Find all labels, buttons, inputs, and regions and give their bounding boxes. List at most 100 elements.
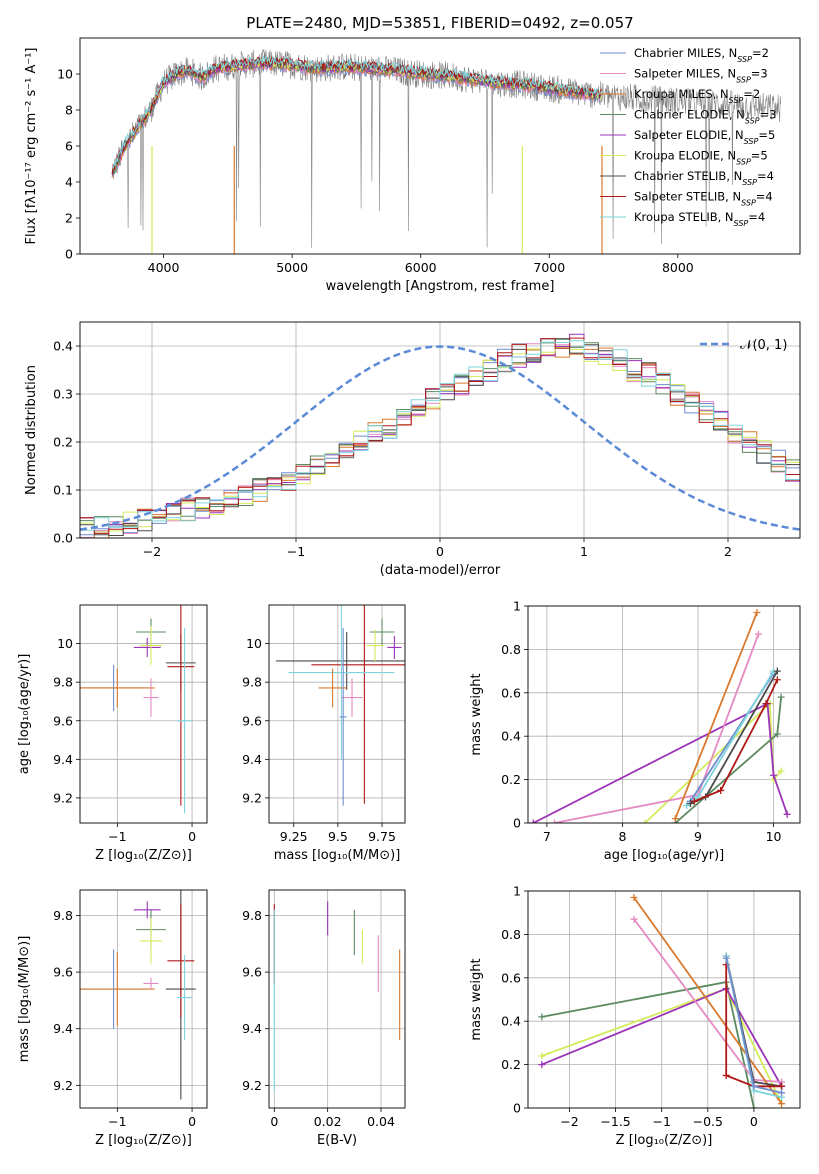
weight-marker [529, 819, 537, 823]
weight-line-kroupa-miles [633, 896, 783, 1105]
panel-weight-vs-age: 7 8 9 10 0 0.2 0.4 0.6 0.8 1 age [log₁₀(age/yr)] ma… [469, 599, 801, 863]
weight-marker [773, 730, 781, 738]
y-tick-label: 0.6 [501, 970, 521, 985]
weight-marker [777, 693, 785, 701]
plot-area-age-vs-mass [276, 605, 405, 806]
x-tick-label: 7000 [533, 260, 565, 275]
y-tick-label: 0.1 [53, 483, 73, 498]
y-axis-label: Flux [fλ10⁻¹⁷ erg cm⁻² s⁻¹ A⁻¹] [24, 48, 39, 245]
errorbar-kroupa-stelib [177, 628, 193, 814]
y-axis-label: Normed distribution [24, 365, 39, 495]
x-tick-label: 0 [188, 829, 196, 844]
y-tick-label: 9.8 [53, 675, 73, 690]
errorbar-kroupa-miles [318, 668, 347, 708]
y-tick-label: 0.2 [501, 772, 521, 787]
x-tick-label: 10 [766, 829, 782, 844]
gaussian-curve [80, 345, 800, 531]
figure-title: PLATE=2480, MJD=53851, FIBERID=0492, z=0… [246, 14, 633, 32]
x-axis-label: wavelength [Angstrom, rest frame] [326, 279, 555, 294]
y-tick-label: 2 [65, 211, 73, 226]
y-tick-label: 0.8 [501, 927, 521, 942]
x-axis-label: mass [log₁₀(M/M⊙)] [274, 848, 401, 863]
y-tick-label: 9.4 [53, 1021, 73, 1036]
model-spectrum-chabrier-elodie [111, 59, 603, 175]
weight-marker [770, 771, 778, 779]
errorbar-chabrier-miles [339, 628, 347, 806]
errorbar-chabrier-elodie [369, 618, 395, 646]
y-tick-label: 0 [65, 247, 73, 262]
x-tick-label: −2 [560, 1114, 578, 1129]
x-tick-label: 0 [270, 1114, 278, 1129]
errorbar-salpeter-elodie [133, 637, 161, 658]
y-tick-label: 0.6 [501, 685, 521, 700]
y-axis-label: mass [log₁₀(M/M⊙)] [17, 936, 32, 1063]
weight-marker [754, 630, 762, 638]
y-tick-label: 1 [513, 599, 521, 614]
y-tick-label: 0.0 [53, 531, 73, 546]
errorbar-kroupa-elodie [139, 626, 163, 665]
plot-area-age-vs-Z [80, 605, 196, 814]
x-tick-label: 0 [436, 544, 444, 559]
x-tick-label: 8000 [662, 260, 694, 275]
y-tick-label: 9.6 [242, 965, 262, 980]
legend-entry: Salpeter MILES, NSSP=3 [634, 67, 768, 85]
model-spectrum-kroupa-stelib [111, 54, 603, 170]
axes-frame [79, 604, 208, 824]
x-tick-label: 1 [580, 544, 588, 559]
errorbar-kroupa-stelib [288, 605, 395, 760]
y-tick-label: 10 [246, 636, 262, 651]
weight-marker [538, 1052, 546, 1060]
x-tick-label: 9.75 [368, 829, 396, 844]
weight-marker [753, 609, 761, 617]
plot-area-mass-vs-ebv [273, 901, 401, 1092]
y-axis-label: mass weight [469, 958, 484, 1040]
x-tick-label: −2 [143, 544, 161, 559]
x-axis-label: Z [log₁₀(Z/Z⊙)] [616, 1133, 713, 1148]
y-tick-label: 0.2 [501, 1057, 521, 1072]
weight-line-kroupa-miles [674, 612, 758, 820]
axes-frame [79, 321, 801, 539]
x-tick-label: 9.25 [280, 829, 308, 844]
plot-area-mass-vs-Z [80, 890, 196, 1100]
x-tick-label: −1 [652, 1114, 670, 1129]
legend-entry: Chabrier ELODIE, NSSP=3 [634, 108, 776, 126]
y-tick-label: 6 [65, 139, 73, 154]
x-tick-label: 6000 [405, 260, 437, 275]
y-tick-label: 9.4 [53, 752, 73, 767]
x-axis-label: age [log₁₀(age/yr)] [604, 848, 725, 863]
x-axis-label: Z [log₁₀(Z/Z⊙)] [95, 1133, 192, 1148]
weight-line-salpeter-miles [554, 633, 760, 823]
panel-weight-vs-Z: −2 −1.5 −1 −0.5 0 0 0.2 0.4 0.6 0.8 1 Z [log₁₀(Z/Z⊙… [469, 884, 801, 1148]
weight-marker [538, 1013, 546, 1021]
weight-marker [750, 1082, 758, 1090]
errorbar-chabrier-stelib [276, 632, 405, 690]
weight-marker [773, 676, 781, 684]
x-axis-label: (data-model)/error [380, 563, 501, 578]
weight-marker [717, 786, 725, 794]
axes-frame [268, 889, 406, 1109]
weight-marker [778, 1082, 786, 1090]
y-tick-label: 10 [57, 636, 73, 651]
axes-frame [527, 890, 801, 1109]
x-tick-label: 0.02 [314, 1114, 342, 1129]
weight-line-salpeter-stelib [693, 679, 779, 803]
y-tick-label: 10 [57, 67, 73, 82]
weight-marker [778, 1100, 786, 1108]
legend-entry: Chabrier MILES, NSSP=2 [634, 46, 769, 64]
y-tick-label: 9.8 [242, 908, 262, 923]
errorbar-salpeter-miles [143, 977, 159, 990]
errorbar-kroupa-miles [80, 952, 155, 1026]
errorbar-kroupa-miles [80, 668, 155, 708]
y-tick-label: 9.6 [53, 965, 73, 980]
legend-entry: 𝒩(0, 1) [740, 338, 787, 353]
x-tick-label: 2 [724, 544, 732, 559]
plot-area-weight-vs-Z [538, 894, 786, 1108]
panel-residuals: −2 −1 0 1 2 0.0 0.1 0.2 0.3 0.4 (data-model)/error… [24, 321, 801, 578]
legend-entry: Kroupa ELODIE, NSSP=5 [634, 149, 768, 167]
plot-area-weight-vs-age [529, 609, 791, 823]
y-tick-label: 0.4 [501, 1014, 521, 1029]
y-tick-label: 9.8 [242, 675, 262, 690]
x-tick-label: −1.5 [600, 1114, 630, 1129]
y-axis-label: age [log₁₀(age/yr)] [17, 654, 32, 775]
